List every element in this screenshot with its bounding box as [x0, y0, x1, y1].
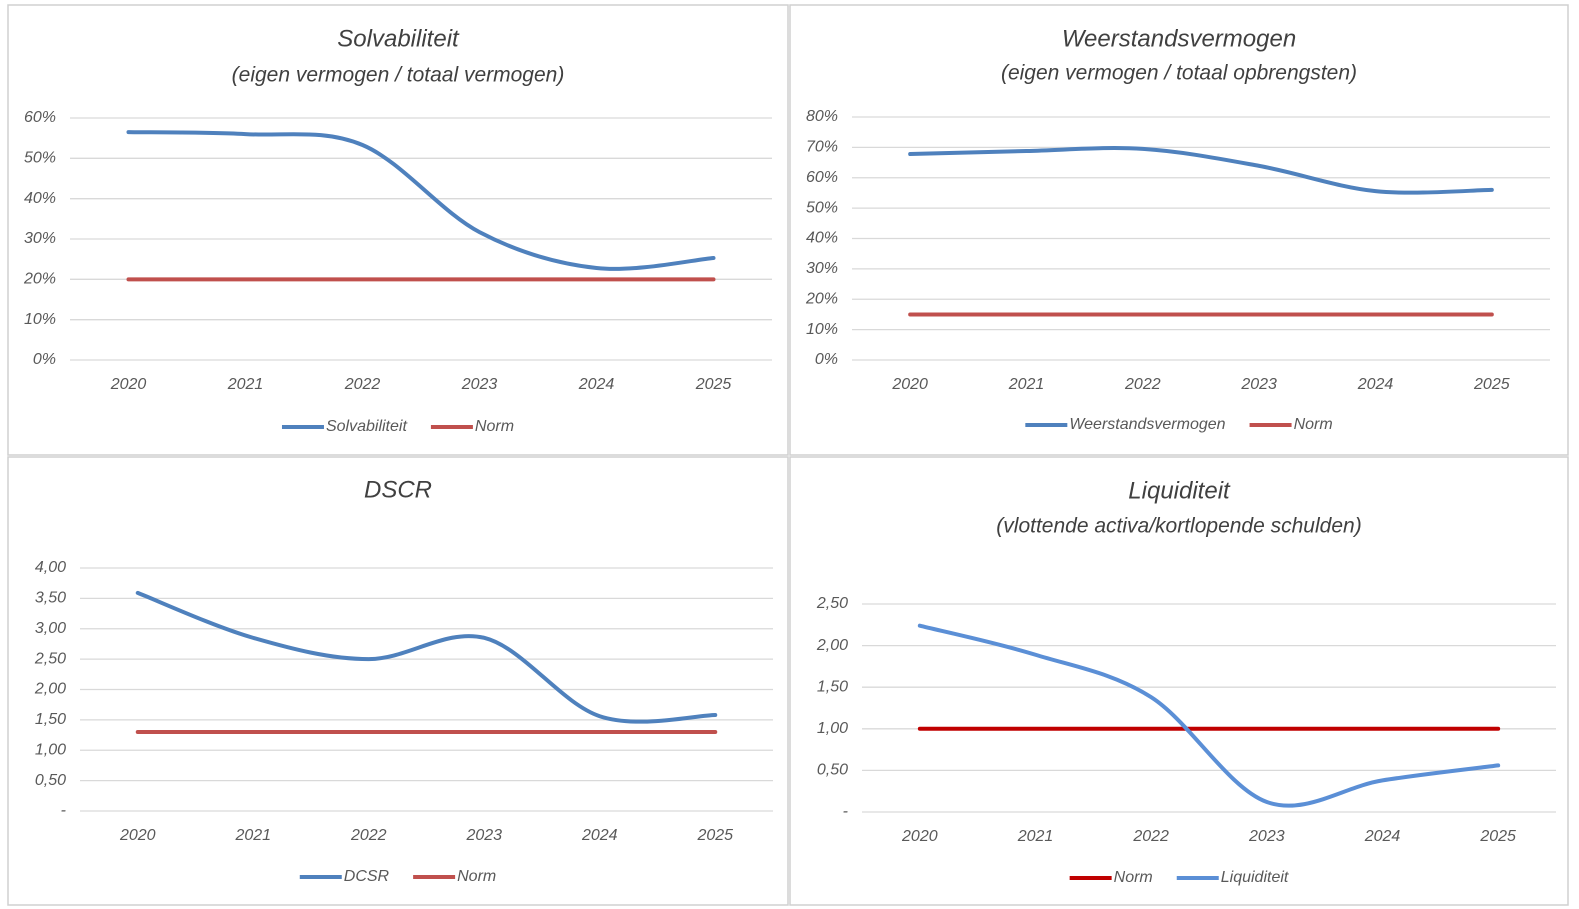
legend-label: Norm — [475, 418, 514, 435]
panel-border — [7, 4, 789, 456]
legend-label: Solvabiliteit — [326, 418, 407, 435]
y-tick-label: 20% — [23, 271, 56, 288]
series-line — [917, 623, 1501, 808]
x-tick-label: 2021 — [234, 827, 271, 844]
x-tick-label: 2024 — [581, 827, 618, 844]
y-tick-label: 4,00 — [35, 559, 66, 576]
y-tick-label: 0,50 — [35, 772, 66, 789]
x-tick-label: 2025 — [1473, 376, 1510, 393]
y-tick-label: 1,50 — [35, 711, 66, 728]
y-tick-label: 2,50 — [816, 595, 848, 612]
x-tick-label: 2021 — [1008, 376, 1045, 393]
x-tick-label: 2024 — [1364, 828, 1401, 845]
chart-title: Solvabiliteit — [337, 25, 460, 52]
x-tick-label: 2020 — [110, 376, 147, 393]
chart-title: DSCR — [364, 476, 432, 503]
y-tick-label: 3,50 — [35, 590, 66, 607]
series-line — [908, 146, 1494, 195]
y-tick-label: 3,00 — [35, 620, 66, 637]
x-tick-label: 2020 — [891, 376, 928, 393]
panel-border — [789, 4, 1569, 456]
panel-border — [7, 456, 789, 906]
legend-label: Norm — [457, 868, 496, 885]
y-tick-label: 1,50 — [817, 678, 848, 695]
x-tick-label: 2024 — [1357, 376, 1394, 393]
y-tick-label: 2,50 — [34, 650, 66, 667]
y-tick-label: 40% — [24, 190, 56, 207]
panel-border — [789, 456, 1569, 906]
y-tick-label: 50% — [24, 150, 56, 167]
x-tick-label: 2022 — [344, 376, 381, 393]
x-tick-label: 2024 — [578, 376, 615, 393]
y-tick-label: 10% — [806, 321, 838, 338]
y-tick-label: 80% — [806, 108, 838, 125]
x-tick-label: 2023 — [1240, 376, 1277, 393]
legend-label: Liquiditeit — [1221, 869, 1289, 886]
x-tick-label: 2023 — [1248, 828, 1285, 845]
x-tick-label: 2021 — [1017, 828, 1054, 845]
x-tick-label: 2022 — [1132, 828, 1169, 845]
y-tick-label: 0% — [33, 351, 56, 368]
x-tick-label: 2023 — [465, 827, 502, 844]
series-line — [126, 130, 716, 271]
y-tick-label: 0% — [815, 351, 838, 368]
legend-label: DCSR — [344, 868, 390, 885]
x-tick-label: 2021 — [227, 376, 264, 393]
chart-subtitle: (eigen vermogen / totaal vermogen) — [232, 64, 565, 87]
legend-label: Norm — [1114, 869, 1153, 886]
chart-subtitle: (vlottende activa/kortlopende schulden) — [996, 515, 1361, 538]
x-tick-label: 2025 — [696, 827, 733, 844]
y-tick-label: 60% — [806, 169, 838, 186]
y-tick-label: - — [843, 803, 848, 820]
y-tick-label: 10% — [24, 311, 56, 328]
y-tick-label: 70% — [806, 139, 838, 156]
y-tick-label: 20% — [805, 290, 838, 307]
y-tick-label: 1,00 — [35, 741, 66, 758]
legend-label: Weerstandsvermogen — [1069, 416, 1225, 433]
legend-label: Norm — [1294, 416, 1333, 433]
y-tick-label: 40% — [806, 230, 838, 247]
x-tick-label: 2020 — [119, 827, 156, 844]
y-tick-label: 50% — [806, 199, 838, 216]
x-tick-label: 2025 — [695, 376, 732, 393]
y-tick-label: 0,50 — [817, 762, 848, 779]
x-tick-label: 2023 — [461, 376, 498, 393]
x-tick-label: 2025 — [1479, 828, 1516, 845]
chart-title: Liquiditeit — [1128, 477, 1231, 504]
y-tick-label: 1,00 — [817, 720, 848, 737]
chart-subtitle: (eigen vermogen / totaal opbrengsten) — [1001, 62, 1357, 85]
x-tick-label: 2020 — [901, 828, 938, 845]
x-tick-label: 2022 — [1124, 376, 1161, 393]
y-tick-label: 2,00 — [816, 637, 848, 654]
y-tick-label: - — [61, 802, 66, 819]
series-line — [135, 590, 718, 724]
y-tick-label: 60% — [24, 109, 56, 126]
chart-title: Weerstandsvermogen — [1062, 25, 1296, 52]
x-tick-label: 2022 — [350, 827, 387, 844]
y-tick-label: 30% — [24, 230, 56, 247]
y-tick-label: 2,00 — [34, 681, 66, 698]
y-tick-label: 30% — [806, 260, 838, 277]
